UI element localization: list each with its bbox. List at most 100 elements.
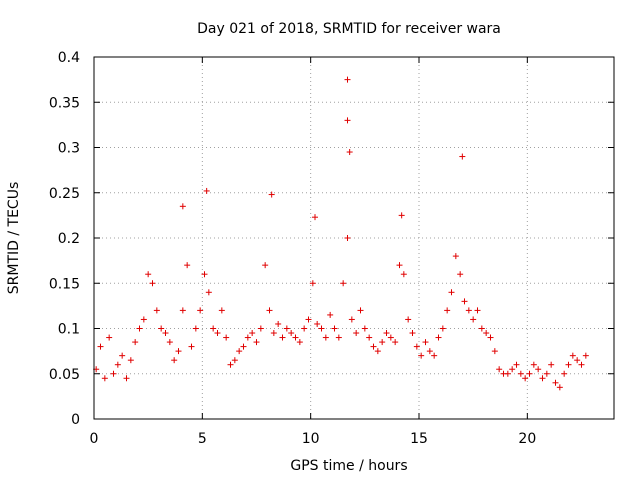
data-point <box>470 316 477 323</box>
data-points <box>93 76 589 391</box>
data-point <box>578 361 585 368</box>
data-point <box>522 375 529 382</box>
data-point <box>140 316 147 323</box>
data-point <box>344 76 351 83</box>
data-point <box>561 370 568 377</box>
data-point <box>504 370 511 377</box>
x-tick-label: 5 <box>198 431 207 447</box>
data-point <box>322 334 329 341</box>
data-point <box>268 191 275 198</box>
data-point <box>158 325 165 332</box>
data-point <box>487 334 494 341</box>
x-tick-label: 10 <box>302 431 320 447</box>
data-point <box>149 280 156 287</box>
data-point <box>556 384 563 391</box>
data-point <box>552 379 559 386</box>
data-point <box>153 307 160 314</box>
data-point <box>348 316 355 323</box>
data-point <box>444 307 451 314</box>
data-point <box>253 339 260 346</box>
data-point <box>106 334 113 341</box>
data-point <box>398 212 405 219</box>
data-point <box>569 352 576 359</box>
data-point <box>535 366 542 373</box>
y-tick-label: 0.1 <box>58 322 80 338</box>
y-tick-label: 0 <box>71 412 80 428</box>
data-point <box>435 334 442 341</box>
data-point <box>262 262 269 269</box>
data-point <box>166 339 173 346</box>
data-point <box>474 307 481 314</box>
data-point <box>426 348 433 355</box>
data-point <box>249 330 256 337</box>
data-point <box>513 361 520 368</box>
data-point <box>171 357 178 364</box>
data-point <box>509 366 516 373</box>
chart-title: Day 021 of 2018, SRMTID for receiver war… <box>197 21 501 37</box>
y-tick-label: 0.15 <box>49 276 80 292</box>
data-point <box>305 316 312 323</box>
data-point <box>366 334 373 341</box>
data-point <box>431 352 438 359</box>
data-point <box>162 330 169 337</box>
data-point <box>223 334 230 341</box>
x-axis-label: GPS time / hours <box>290 458 407 474</box>
data-point <box>318 325 325 332</box>
data-point <box>145 271 152 278</box>
grid-lines <box>94 57 614 419</box>
data-point <box>582 352 589 359</box>
data-point <box>496 366 503 373</box>
data-point <box>132 339 139 346</box>
data-point <box>184 262 191 269</box>
data-point <box>201 271 208 278</box>
data-point <box>439 325 446 332</box>
x-tick-label: 20 <box>518 431 536 447</box>
data-point <box>205 289 212 296</box>
data-point <box>309 280 316 287</box>
data-point <box>188 343 195 350</box>
data-point <box>296 339 303 346</box>
data-point <box>227 361 234 368</box>
data-point <box>357 307 364 314</box>
data-point <box>478 325 485 332</box>
data-point <box>517 370 524 377</box>
data-point <box>491 348 498 355</box>
data-point <box>387 334 394 341</box>
data-point <box>353 330 360 337</box>
data-point <box>327 311 334 318</box>
y-axis-label: SRMTID / TECUs <box>6 182 22 295</box>
data-point <box>539 375 546 382</box>
data-point <box>370 343 377 350</box>
data-point <box>526 370 533 377</box>
data-point <box>312 214 318 221</box>
data-point <box>361 325 368 332</box>
data-point <box>483 330 490 337</box>
data-point <box>283 325 290 332</box>
data-point <box>461 298 468 305</box>
data-point <box>379 339 386 346</box>
data-point <box>344 117 351 124</box>
data-point <box>465 307 472 314</box>
data-point <box>110 370 117 377</box>
data-point <box>548 361 555 368</box>
data-point <box>344 235 351 241</box>
y-tick-label: 0.05 <box>49 367 80 383</box>
data-point <box>101 375 108 382</box>
data-point <box>409 330 416 337</box>
data-point <box>422 339 429 346</box>
data-point <box>314 320 321 327</box>
data-point <box>270 330 277 337</box>
data-point <box>383 330 390 337</box>
data-point <box>405 316 412 323</box>
x-tick-labels: 0 5 10 15 20 <box>90 431 537 447</box>
data-point <box>400 271 407 278</box>
data-point <box>346 149 353 156</box>
data-point <box>457 271 464 278</box>
data-point <box>448 289 455 296</box>
y-tick-label: 0.4 <box>58 50 80 66</box>
data-point <box>418 352 425 359</box>
data-point <box>574 357 581 364</box>
data-point <box>175 348 182 355</box>
data-point <box>127 357 134 364</box>
data-point <box>301 325 308 332</box>
